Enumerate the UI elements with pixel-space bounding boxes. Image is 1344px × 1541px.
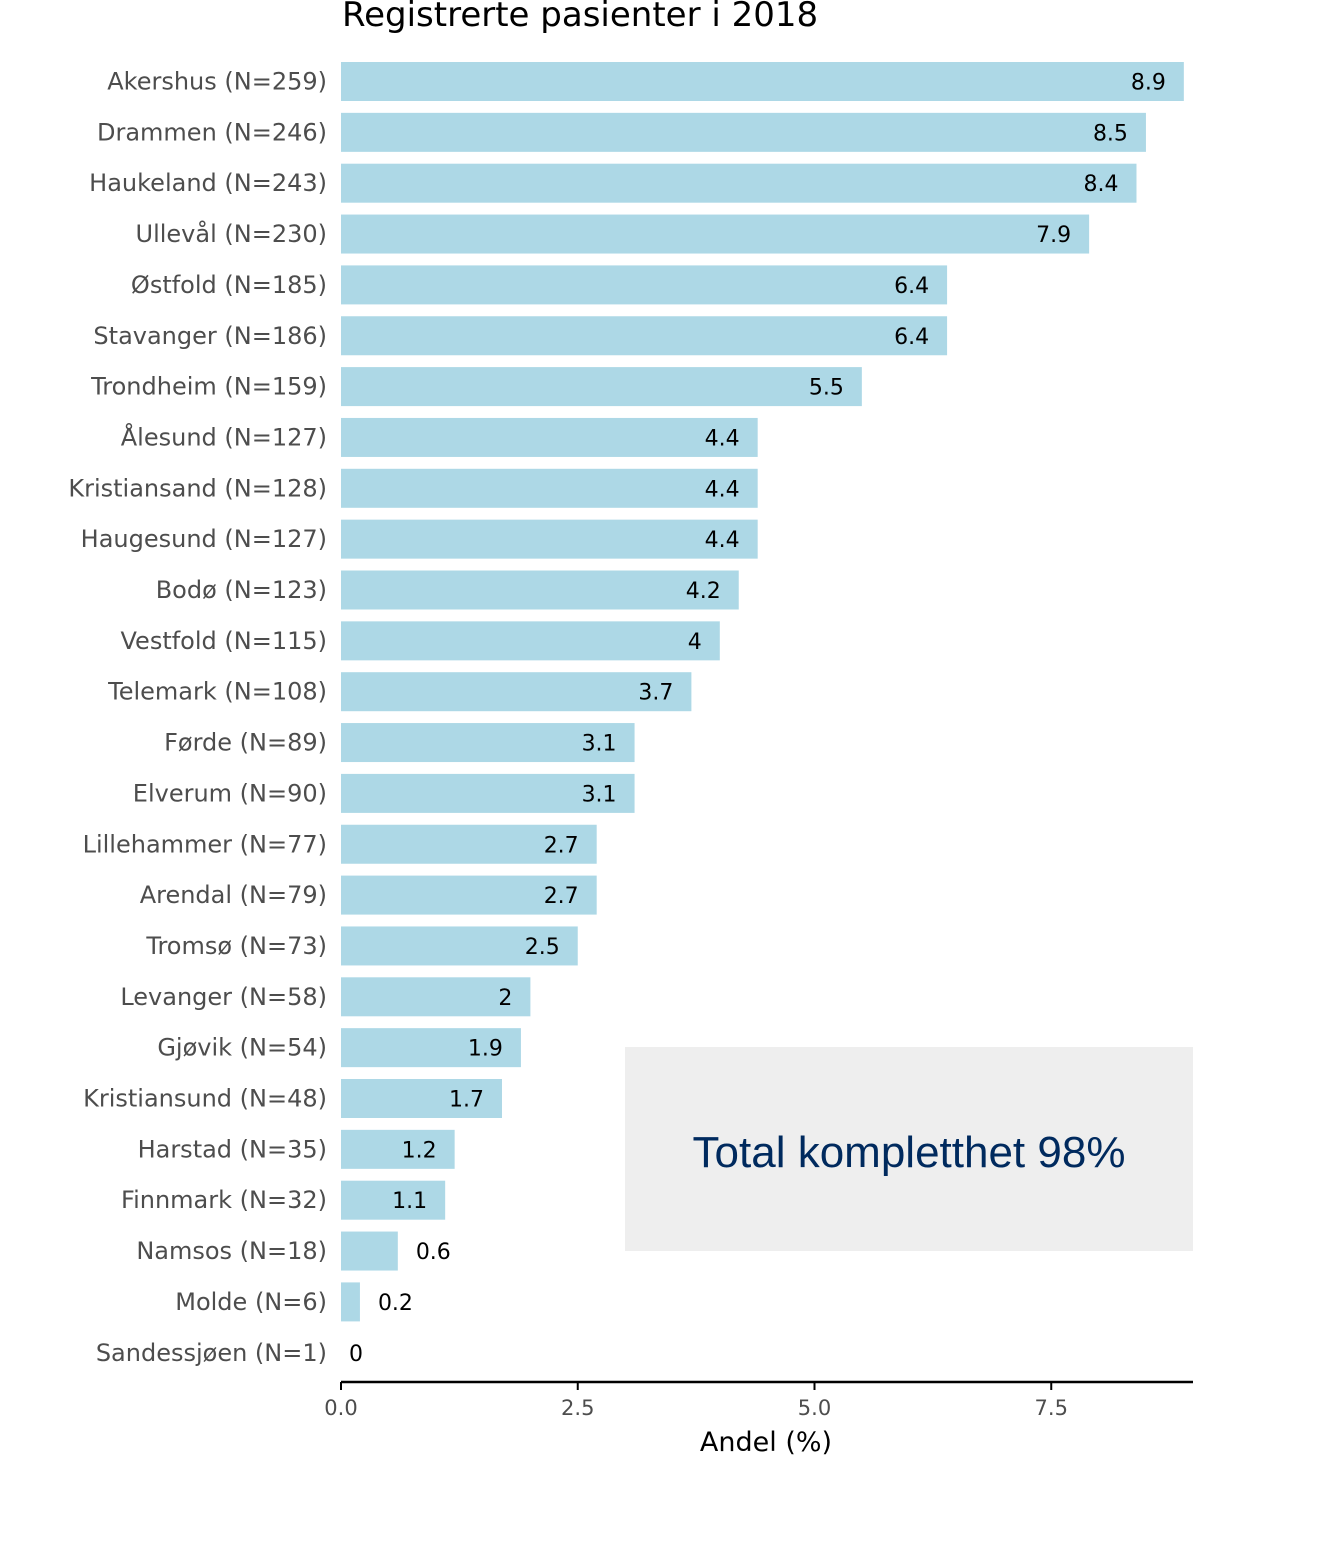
- bar: [341, 1028, 521, 1068]
- bar: [341, 1282, 360, 1322]
- category-label: Sandessjøen (N=1): [96, 1339, 327, 1367]
- x-tick-label: 7.5: [1035, 1396, 1068, 1420]
- bar: [341, 417, 758, 457]
- annotation-background: [625, 1047, 1193, 1251]
- category-label: Drammen (N=246): [97, 118, 327, 146]
- category-label: Stavanger (N=186): [93, 322, 327, 350]
- bar: [341, 621, 720, 661]
- bar-value-label: 5.5: [809, 376, 844, 401]
- category-label: Elverum (N=90): [133, 779, 327, 807]
- bars-layer: Akershus (N=259) 8.9 Drammen (N=246) 8.5 Hau…: [68, 62, 1184, 1367]
- x-tick-label: 2.5: [561, 1396, 594, 1420]
- bar-value-label: 6.4: [894, 325, 929, 350]
- x-tick-label: 5.0: [798, 1396, 831, 1420]
- category-label: Namsos (N=18): [136, 1237, 327, 1265]
- bar: [341, 723, 635, 763]
- category-label: Ålesund (N=127): [121, 422, 327, 451]
- bar-value-label: 4.2: [686, 579, 721, 604]
- category-label: Østfold (N=185): [131, 271, 327, 299]
- category-label: Levanger (N=58): [120, 983, 327, 1011]
- bar-value-label: 0.6: [416, 1240, 451, 1265]
- bar-value-label: 0: [349, 1342, 363, 1367]
- bar-value-label: 4.4: [705, 528, 740, 553]
- bar: [341, 1129, 455, 1169]
- bar-value-label: 4: [688, 630, 702, 655]
- bar-value-label: 8.4: [1083, 172, 1118, 197]
- category-label: Haukeland (N=243): [89, 169, 327, 197]
- bar-value-label: 7.9: [1036, 223, 1071, 248]
- bar-value-label: 1.9: [468, 1037, 503, 1062]
- category-label: Molde (N=6): [175, 1288, 327, 1316]
- category-label: Førde (N=89): [164, 729, 327, 757]
- bar-value-label: 3.1: [582, 732, 617, 757]
- category-label: Tromsø (N=73): [145, 932, 327, 960]
- bar: [341, 824, 597, 864]
- bar: [341, 1180, 446, 1220]
- bar: [341, 1231, 398, 1271]
- category-label: Kristiansund (N=48): [83, 1085, 327, 1113]
- bar-value-label: 2.5: [525, 935, 560, 960]
- bar: [341, 163, 1137, 203]
- category-label: Harstad (N=35): [138, 1135, 327, 1163]
- bar: [341, 62, 1184, 101]
- annotation-text: Total kompletthet 98%: [693, 1128, 1126, 1177]
- category-label: Trondheim (N=159): [90, 373, 327, 401]
- bar: [341, 773, 635, 813]
- bar: [341, 468, 758, 508]
- bar-value-label: 2: [498, 986, 512, 1011]
- bar: [341, 1079, 502, 1118]
- bar-value-label: 6.4: [894, 274, 929, 299]
- category-label: Telemark (N=108): [107, 678, 327, 706]
- bar: [341, 265, 948, 305]
- bar: [341, 367, 862, 407]
- category-label: Lillehammer (N=77): [83, 830, 327, 858]
- category-label: Bodø (N=123): [156, 576, 327, 604]
- bar-value-label: 1.2: [402, 1138, 437, 1163]
- bar: [341, 570, 739, 610]
- category-label: Haugesund (N=127): [81, 525, 327, 553]
- category-label: Vestfold (N=115): [121, 627, 328, 655]
- x-tick-label: 0.0: [324, 1396, 357, 1420]
- bar-value-label: 0.2: [378, 1291, 413, 1316]
- bar-value-label: 8.9: [1131, 71, 1166, 96]
- bar: [341, 672, 692, 712]
- category-label: Kristiansand (N=128): [68, 474, 327, 502]
- bar-value-label: 3.7: [638, 681, 673, 706]
- category-label: Finnmark (N=32): [121, 1186, 327, 1214]
- bar-value-label: 4.4: [705, 426, 740, 451]
- bar-value-label: 3.1: [582, 782, 617, 807]
- bar-value-label: 2.7: [544, 833, 579, 858]
- chart-title: Registrerte pasienter i 2018: [342, 0, 818, 35]
- bar: [341, 926, 578, 966]
- bar-value-label: 4.4: [705, 477, 740, 502]
- x-axis-title: Andel (%): [700, 1427, 832, 1458]
- bar-value-label: 8.5: [1093, 121, 1128, 146]
- annotation-box: Total kompletthet 98%: [625, 1047, 1193, 1251]
- category-label: Ullevål (N=230): [136, 219, 327, 248]
- bar: [341, 977, 531, 1017]
- bar: [341, 214, 1090, 254]
- category-label: Gjøvik (N=54): [157, 1034, 327, 1062]
- bar: [341, 519, 758, 559]
- bar: [341, 316, 948, 356]
- bar: [341, 112, 1146, 152]
- category-label: Akershus (N=259): [107, 68, 327, 96]
- x-axis: 0.0 2.5 5.0 7.5: [324, 1380, 1193, 1420]
- bar-value-label: 2.7: [544, 884, 579, 909]
- bar-value-label: 1.1: [392, 1189, 427, 1214]
- bar-value-label: 1.7: [449, 1088, 484, 1113]
- category-label: Arendal (N=79): [140, 881, 327, 909]
- bar: [341, 875, 597, 915]
